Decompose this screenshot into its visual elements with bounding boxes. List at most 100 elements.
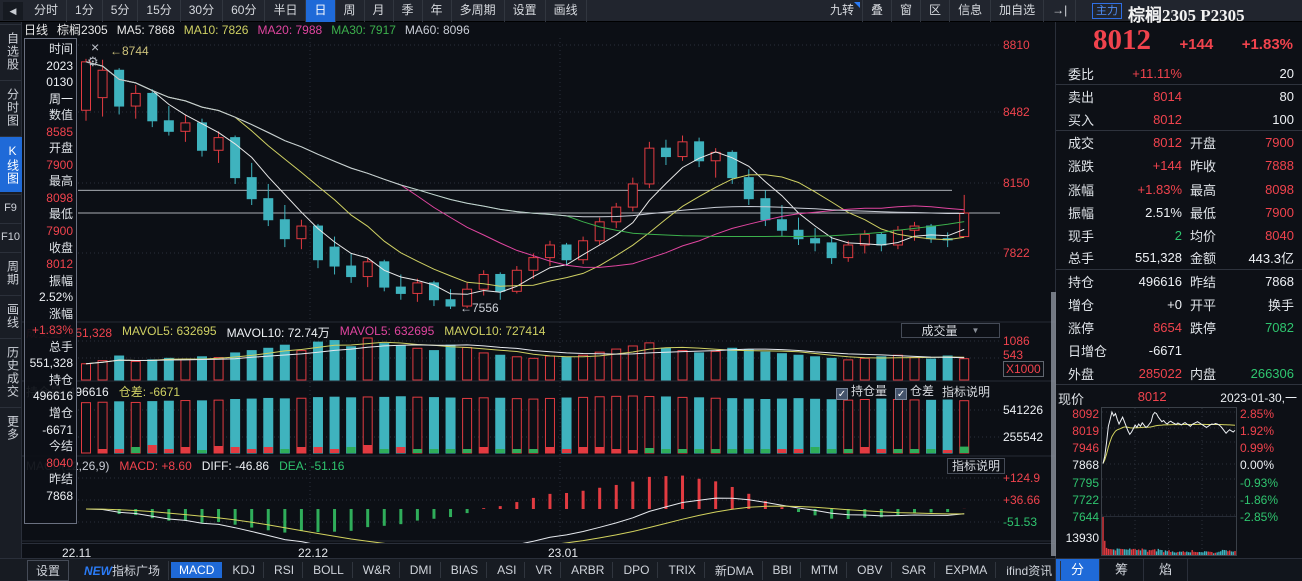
main-chart-canvas[interactable]: [22, 22, 1055, 543]
period-tab[interactable]: 日: [306, 0, 336, 22]
period-tab[interactable]: 多周期: [452, 0, 505, 22]
period-tab[interactable]: 年: [423, 0, 452, 22]
indicator-tab[interactable]: KDJ: [224, 562, 265, 578]
period-tab[interactable]: 设置: [505, 0, 546, 22]
sidebar-f9[interactable]: F9: [0, 194, 22, 221]
sidebar-more[interactable]: 更多: [0, 407, 22, 448]
period-tabs: 分时 1分 5分 15分 30分 60分 半日日周月季年多周期 设置 画线: [26, 0, 587, 22]
indicator-settings[interactable]: 设置: [27, 559, 70, 581]
indicator-tab[interactable]: 新DMA: [707, 560, 763, 580]
region-tool[interactable]: 区: [921, 0, 951, 22]
period-tab[interactable]: 60分: [223, 0, 266, 22]
spot-price-row: 现价 8012 2023-01-30,一: [1056, 389, 1302, 408]
period-tab[interactable]: 季: [394, 0, 423, 22]
macd-header-item: DEA: -51.16: [279, 459, 345, 473]
macd-header-item: MACD: +8.60: [119, 459, 192, 473]
sidebar-watchlist[interactable]: 自选股: [0, 24, 22, 78]
indicator-tab[interactable]: BBI: [765, 562, 801, 578]
indicator-help-button[interactable]: 指标说明: [942, 384, 991, 399]
quote-panel: 8012 +144 +1.83% 委比 +11.11% 20 卖出 8014 80 …: [1055, 22, 1302, 581]
mini-axis-label: 7795: [1072, 475, 1099, 490]
period-tab[interactable]: 周: [336, 0, 365, 22]
indicator-market[interactable]: NEW指标广场: [76, 560, 170, 580]
macd-axis-label: +36.66: [1003, 493, 1041, 507]
mini-pct-label: 0.99%: [1240, 441, 1275, 456]
close-icon[interactable]: ×: [91, 39, 100, 55]
indicator-tab[interactable]: BIAS: [443, 562, 488, 578]
period-tab[interactable]: 月: [365, 0, 394, 22]
add-watchlist-tool[interactable]: 加自选: [991, 0, 1045, 22]
volume-header-item: MAVOL10: 727414: [444, 324, 546, 338]
tooltip-row: 2.52%: [38, 290, 73, 305]
window-tool[interactable]: 窗: [892, 0, 922, 22]
tooltip-row: 8012: [46, 257, 73, 272]
tooltip-row: 8040: [46, 455, 73, 470]
oi-checkboxes: ✓ 持仓量 ✓ 仓差: [836, 382, 934, 400]
indicator-tab[interactable]: DPO: [615, 562, 659, 578]
chart-tools: 九转叠窗区信息 加自选 →|: [822, 0, 1077, 22]
ma-value: MA60: 8096: [404, 22, 470, 37]
quote-rows: 委比 +11.11% 20 卖出 8014 80 买入 8012 100 成交 8012…: [1056, 62, 1302, 386]
period-tab[interactable]: 15分: [138, 0, 181, 22]
indicator-tab[interactable]: OBV: [849, 562, 892, 578]
quote-row: 成交 8012 开盘 7900: [1068, 135, 1294, 152]
sidebar-intraday[interactable]: 分时图: [0, 80, 22, 134]
gear-icon[interactable]: ⚙: [87, 54, 99, 69]
period-tab[interactable]: 5分: [103, 0, 139, 22]
oi-checkbox[interactable]: ✓ 持仓量: [836, 384, 888, 400]
indicator-tab[interactable]: ASI: [489, 562, 526, 578]
indicator-tab[interactable]: BOLL: [305, 562, 353, 578]
indicator-tab[interactable]: W&R: [355, 562, 400, 578]
period-tab[interactable]: 1分: [67, 0, 103, 22]
quote-row: 卖出 8014 80: [1068, 89, 1294, 106]
quote-panel-tab[interactable]: 焰: [1144, 559, 1188, 581]
period-label: 日线: [24, 23, 49, 37]
tooltip-row: 昨结: [48, 472, 73, 487]
mini-intraday-chart[interactable]: [1101, 406, 1238, 557]
tooltip-row: 持仓: [48, 372, 73, 387]
tooltip-row: 数值: [48, 108, 73, 123]
nine-turn-tool[interactable]: 九转: [822, 0, 864, 22]
send-to-icon[interactable]: →|: [1044, 0, 1077, 22]
quote-panel-tab[interactable]: 筹: [1100, 559, 1144, 581]
info-tool[interactable]: 信息: [950, 0, 992, 22]
spot-value: 8012: [1137, 389, 1167, 404]
quote-row: 外盘 285022 内盘 266306: [1056, 362, 1302, 386]
sidebar-history[interactable]: 历史成交: [0, 338, 22, 405]
indicator-tab[interactable]: TRIX: [660, 562, 705, 578]
quote-panel-tab[interactable]: 分: [1056, 559, 1100, 581]
ma-value: MA5: 7868: [116, 22, 175, 37]
overlay-tool[interactable]: 叠: [863, 0, 893, 22]
time-axis-label: 23.01: [548, 546, 579, 560]
period-tab[interactable]: 半日: [265, 0, 307, 22]
price-axis-label: 8810: [1003, 38, 1030, 52]
indicator-tab[interactable]: VR: [527, 562, 562, 578]
sidebar-period[interactable]: 周期: [0, 252, 22, 293]
tooltip-row: 周一: [48, 91, 73, 106]
indicator-tab[interactable]: ifind资讯: [998, 560, 1062, 580]
indicator-tab[interactable]: MACD: [171, 562, 223, 578]
indicator-tab[interactable]: DMI: [402, 562, 441, 578]
quote-row: 总手 551,328 金额 443.3亿: [1056, 247, 1302, 270]
quote-row: 增仓 +0 开平 换手: [1068, 296, 1294, 313]
sidebar-f10[interactable]: F10: [0, 223, 22, 250]
mini-axis-label: 7946: [1072, 441, 1099, 456]
indicator-tab[interactable]: EXPMA: [937, 562, 997, 578]
collapse-left-icon[interactable]: ◀: [3, 2, 23, 20]
period-tab[interactable]: 分时: [26, 0, 68, 22]
indicator-tab[interactable]: ARBR: [563, 562, 614, 578]
macd-help-button[interactable]: 指标说明: [947, 458, 1006, 474]
indicator-tab[interactable]: MTM: [803, 562, 848, 578]
indicator-tab[interactable]: SAR: [894, 562, 936, 578]
sidebar-kline[interactable]: K线图: [0, 136, 22, 192]
period-tab[interactable]: 画线: [546, 0, 587, 22]
sidebar-draw[interactable]: 画线: [0, 295, 22, 336]
panel-splitter[interactable]: [1051, 292, 1056, 556]
mini-axis-label: 7644: [1072, 509, 1099, 524]
mini-axis-label: 8092: [1072, 407, 1099, 421]
ma-value: MA20: 7988: [257, 22, 323, 37]
indicator-tab[interactable]: RSI: [266, 562, 304, 578]
oi-checkbox[interactable]: ✓ 仓差: [895, 384, 935, 400]
volume-indicator-dropdown[interactable]: 成交量 ▼: [901, 323, 1000, 338]
period-tab[interactable]: 30分: [181, 0, 224, 22]
